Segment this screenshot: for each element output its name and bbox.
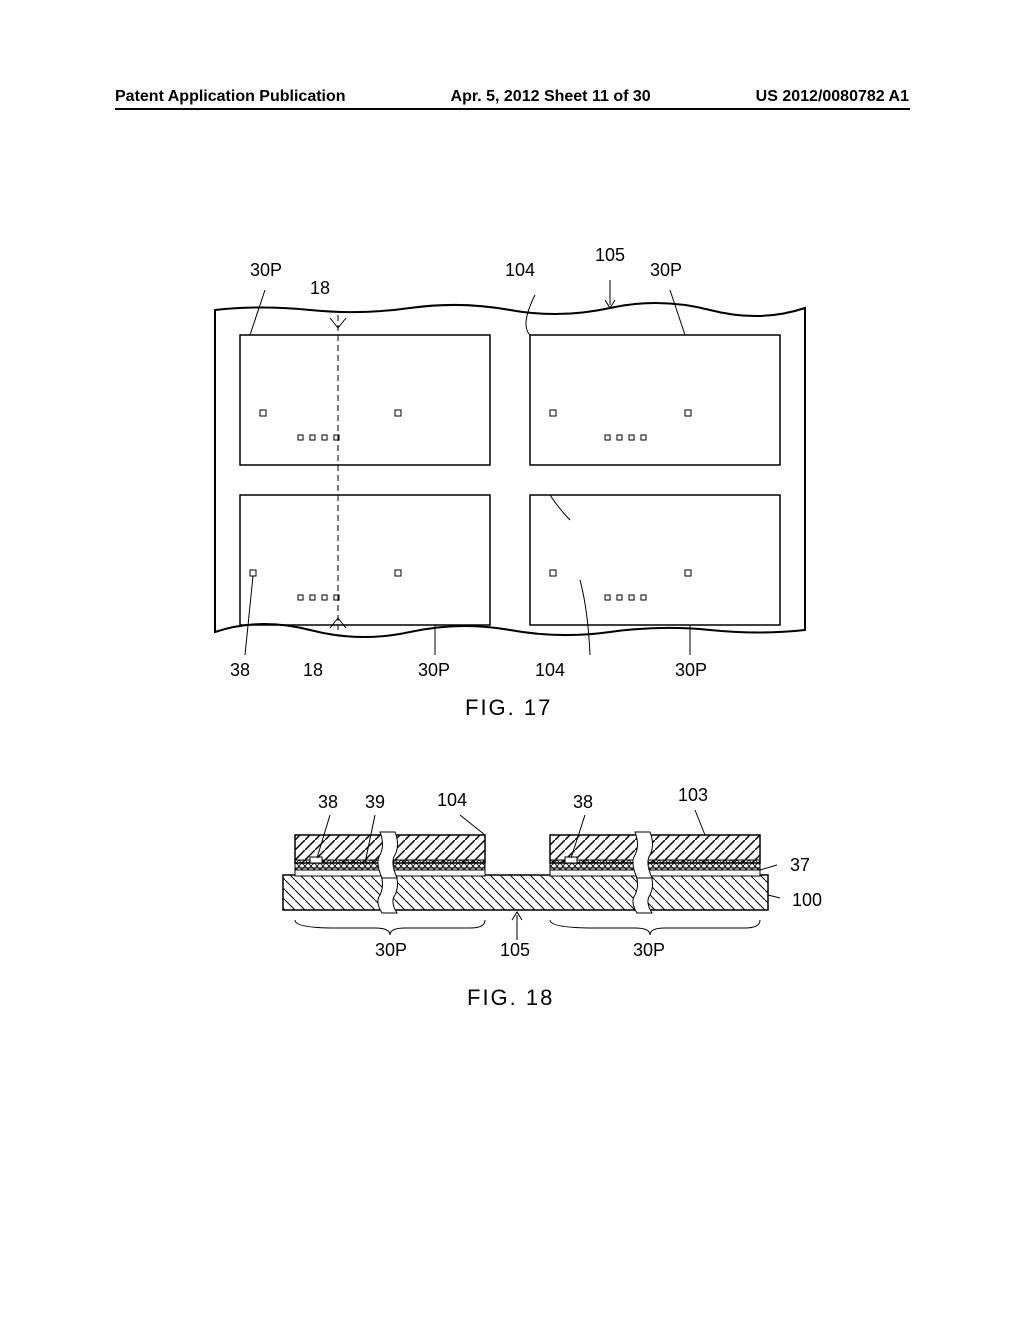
fig18-label-38-right: 38 <box>573 792 593 813</box>
fig17-label-30p-tl: 30P <box>250 260 282 281</box>
fig18-label-105: 105 <box>500 940 530 961</box>
fig18-label-30p-right: 30P <box>633 940 665 961</box>
header-rule <box>115 108 910 110</box>
fig17-label-18-top: 18 <box>310 278 330 299</box>
fig17-svg <box>210 280 815 665</box>
fig18-label-38-left: 38 <box>318 792 338 813</box>
figure-18 <box>275 800 785 945</box>
fig18-label-103: 103 <box>678 785 708 806</box>
header-right: US 2012/0080782 A1 <box>756 88 909 106</box>
fig17-label-104-bottom: 104 <box>535 660 565 681</box>
fig18-label-104: 104 <box>437 790 467 811</box>
fig18-label-100: 100 <box>792 890 822 911</box>
header-left: Patent Application Publication <box>115 88 346 106</box>
figure-17 <box>210 280 815 665</box>
fig17-label-30p-bl: 30P <box>418 660 450 681</box>
fig18-label-30p-left: 30P <box>375 940 407 961</box>
page-header: Patent Application Publication Apr. 5, 2… <box>0 88 1024 106</box>
fig17-label-105: 105 <box>595 245 625 266</box>
fig18-caption: FIG. 18 <box>467 985 554 1011</box>
fig17-label-30p-br: 30P <box>675 660 707 681</box>
fig18-label-37: 37 <box>790 855 810 876</box>
fig17-label-104-top: 104 <box>505 260 535 281</box>
fig17-caption: FIG. 17 <box>465 695 552 721</box>
fig17-label-30p-tr: 30P <box>650 260 682 281</box>
fig18-label-39: 39 <box>365 792 385 813</box>
fig18-svg <box>275 800 785 945</box>
header-center: Apr. 5, 2012 Sheet 11 of 30 <box>451 88 651 106</box>
fig17-label-18-bottom: 18 <box>303 660 323 681</box>
fig17-label-38: 38 <box>230 660 250 681</box>
